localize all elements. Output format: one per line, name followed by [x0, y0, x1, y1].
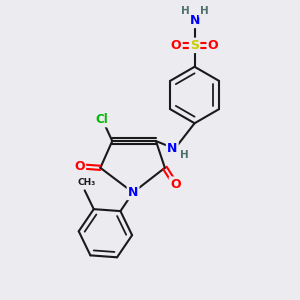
- Text: O: O: [74, 160, 85, 173]
- Text: O: O: [171, 39, 182, 52]
- Text: H: H: [180, 150, 189, 160]
- Text: S: S: [190, 39, 199, 52]
- Text: N: N: [167, 142, 178, 155]
- Text: Cl: Cl: [95, 113, 108, 126]
- Text: O: O: [208, 39, 218, 52]
- Text: O: O: [170, 178, 181, 191]
- Text: CH₃: CH₃: [77, 178, 95, 187]
- Text: H: H: [181, 7, 189, 16]
- Text: H: H: [200, 7, 208, 16]
- Text: N: N: [128, 186, 138, 199]
- Text: N: N: [189, 14, 200, 27]
